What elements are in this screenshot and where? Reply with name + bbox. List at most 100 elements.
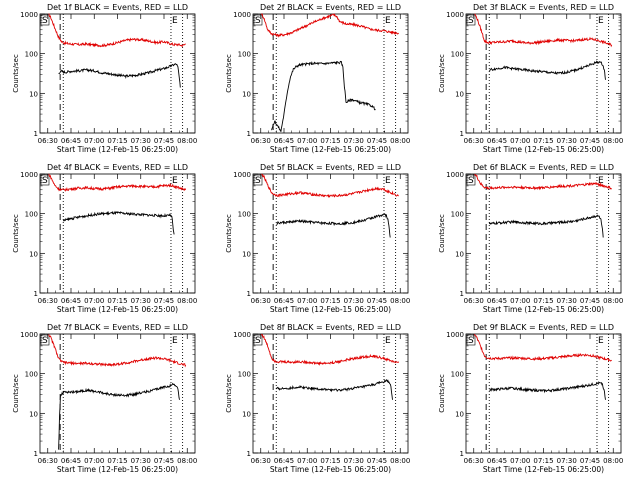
x-tick-label: 06:30	[464, 297, 484, 305]
end-marker-label: E	[385, 16, 391, 26]
x-tick-label: 07:45	[367, 457, 387, 465]
x-tick-label: 07:15	[320, 137, 340, 145]
series-line-events	[488, 214, 604, 238]
start-marker-box	[40, 174, 50, 186]
chart-panel-7: Det 7f BLACK = Events, RED = LLD 1 10 100 10…	[12, 323, 197, 474]
chart-title: Det 3f BLACK = Events, RED = LLD	[473, 3, 614, 12]
start-marker-box	[253, 174, 263, 186]
x-tick-label: 08:00	[177, 297, 197, 305]
series-line-events	[58, 382, 180, 450]
x-tick-label: 07:00	[510, 137, 530, 145]
x-tick-label: 07:45	[580, 137, 600, 145]
chart-title: Det 4f BLACK = Events, RED = LLD	[47, 163, 188, 172]
y-tick-label: 1	[460, 290, 464, 298]
x-tick-label: 06:30	[464, 137, 484, 145]
start-marker-label: S	[468, 176, 474, 186]
y-tick-label: 10	[29, 90, 38, 98]
end-marker-label: E	[172, 176, 178, 186]
series-line-lld	[48, 13, 186, 48]
end-marker-label: E	[598, 16, 604, 26]
y-tick-label: 1000	[233, 331, 251, 339]
chart-panel-1: Det 1f BLACK = Events, RED = LLD 1 10 100 10…	[12, 3, 197, 154]
start-marker-box	[253, 334, 263, 346]
series-line-lld	[261, 173, 399, 198]
x-tick-label: 08:00	[177, 137, 197, 145]
x-tick-label: 07:45	[580, 457, 600, 465]
x-tick-label: 06:30	[38, 137, 58, 145]
chart-panel-5: Det 5f BLACK = Events, RED = LLD 1 10 100 10…	[225, 163, 410, 314]
end-marker-label: E	[385, 336, 391, 346]
end-marker-label: E	[385, 176, 391, 186]
x-tick-label: 07:15	[533, 137, 553, 145]
start-marker-box	[466, 334, 476, 346]
start-marker-box	[40, 14, 50, 26]
x-tick-label: 07:15	[107, 297, 127, 305]
chart-title: Det 5f BLACK = Events, RED = LLD	[260, 163, 401, 172]
x-tick-label: 07:30	[344, 297, 364, 305]
x-axis-title: Start Time (12-Feb-15 06:25:00)	[483, 145, 604, 154]
y-tick-label: 1000	[20, 331, 38, 339]
y-axis-title: Counts/sec	[438, 54, 446, 93]
y-tick-label: 100	[238, 51, 251, 59]
x-tick-label: 06:45	[487, 137, 507, 145]
plot-frame	[39, 173, 196, 294]
start-marker-box	[40, 334, 50, 346]
plot-frame	[465, 173, 622, 294]
x-axis-title: Start Time (12-Feb-15 06:25:00)	[57, 465, 178, 474]
x-tick-label: 08:00	[603, 137, 623, 145]
y-tick-label: 100	[238, 211, 251, 219]
start-marker-box	[466, 174, 476, 186]
x-tick-label: 07:45	[580, 297, 600, 305]
x-axis-title: Start Time (12-Feb-15 06:25:00)	[270, 145, 391, 154]
x-tick-label: 06:30	[38, 297, 58, 305]
y-axis-title: Counts/sec	[438, 374, 446, 413]
y-tick-label: 10	[29, 410, 38, 418]
chart-title: Det 1f BLACK = Events, RED = LLD	[47, 3, 188, 12]
chart-panel-2: Det 2f BLACK = Events, RED = LLD 1 10 100 10…	[225, 3, 410, 154]
series-line-events	[276, 213, 391, 238]
plot-frame	[39, 13, 196, 134]
y-tick-label: 10	[455, 410, 464, 418]
start-marker-label: S	[468, 336, 474, 346]
x-axis-title: Start Time (12-Feb-15 06:25:00)	[483, 465, 604, 474]
x-tick-label: 06:30	[464, 457, 484, 465]
x-tick-label: 06:30	[251, 457, 271, 465]
x-tick-label: 07:15	[107, 137, 127, 145]
series-line-lld	[474, 173, 612, 191]
x-tick-label: 06:45	[61, 137, 81, 145]
end-marker-label: E	[598, 336, 604, 346]
series-line-events	[271, 60, 376, 132]
y-tick-label: 10	[455, 90, 464, 98]
x-tick-label: 07:30	[557, 137, 577, 145]
y-tick-label: 1	[34, 290, 38, 298]
series-line-lld	[261, 333, 400, 367]
y-axis-title: Counts/sec	[225, 54, 233, 93]
y-tick-label: 1000	[446, 331, 464, 339]
y-tick-label: 1000	[20, 171, 38, 179]
end-marker-label: E	[172, 16, 178, 26]
y-tick-label: 100	[451, 371, 464, 379]
x-tick-label: 08:00	[177, 457, 197, 465]
y-axis-title: Counts/sec	[12, 54, 20, 93]
y-tick-label: 1	[247, 290, 251, 298]
y-tick-label: 1000	[446, 11, 464, 19]
x-tick-label: 07:00	[510, 297, 530, 305]
x-tick-label: 06:45	[274, 297, 294, 305]
start-marker-label: S	[42, 16, 48, 26]
y-tick-label: 1	[460, 450, 464, 458]
plot-frame	[465, 333, 622, 454]
plot-frame	[252, 13, 409, 134]
start-marker-label: S	[42, 176, 48, 186]
x-tick-label: 06:45	[487, 457, 507, 465]
chart-title: Det 6f BLACK = Events, RED = LLD	[473, 163, 614, 172]
chart-panel-3: Det 3f BLACK = Events, RED = LLD 1 10 100 10…	[438, 3, 623, 154]
chart-panel-6: Det 6f BLACK = Events, RED = LLD 1 10 100 10…	[438, 163, 623, 314]
y-tick-label: 10	[242, 90, 251, 98]
start-marker-label: S	[255, 336, 261, 346]
x-tick-label: 07:00	[84, 137, 104, 145]
x-tick-label: 07:45	[154, 297, 174, 305]
series-line-events	[489, 381, 606, 400]
y-tick-label: 100	[25, 51, 38, 59]
chart-title: Det 2f BLACK = Events, RED = LLD	[260, 3, 401, 12]
